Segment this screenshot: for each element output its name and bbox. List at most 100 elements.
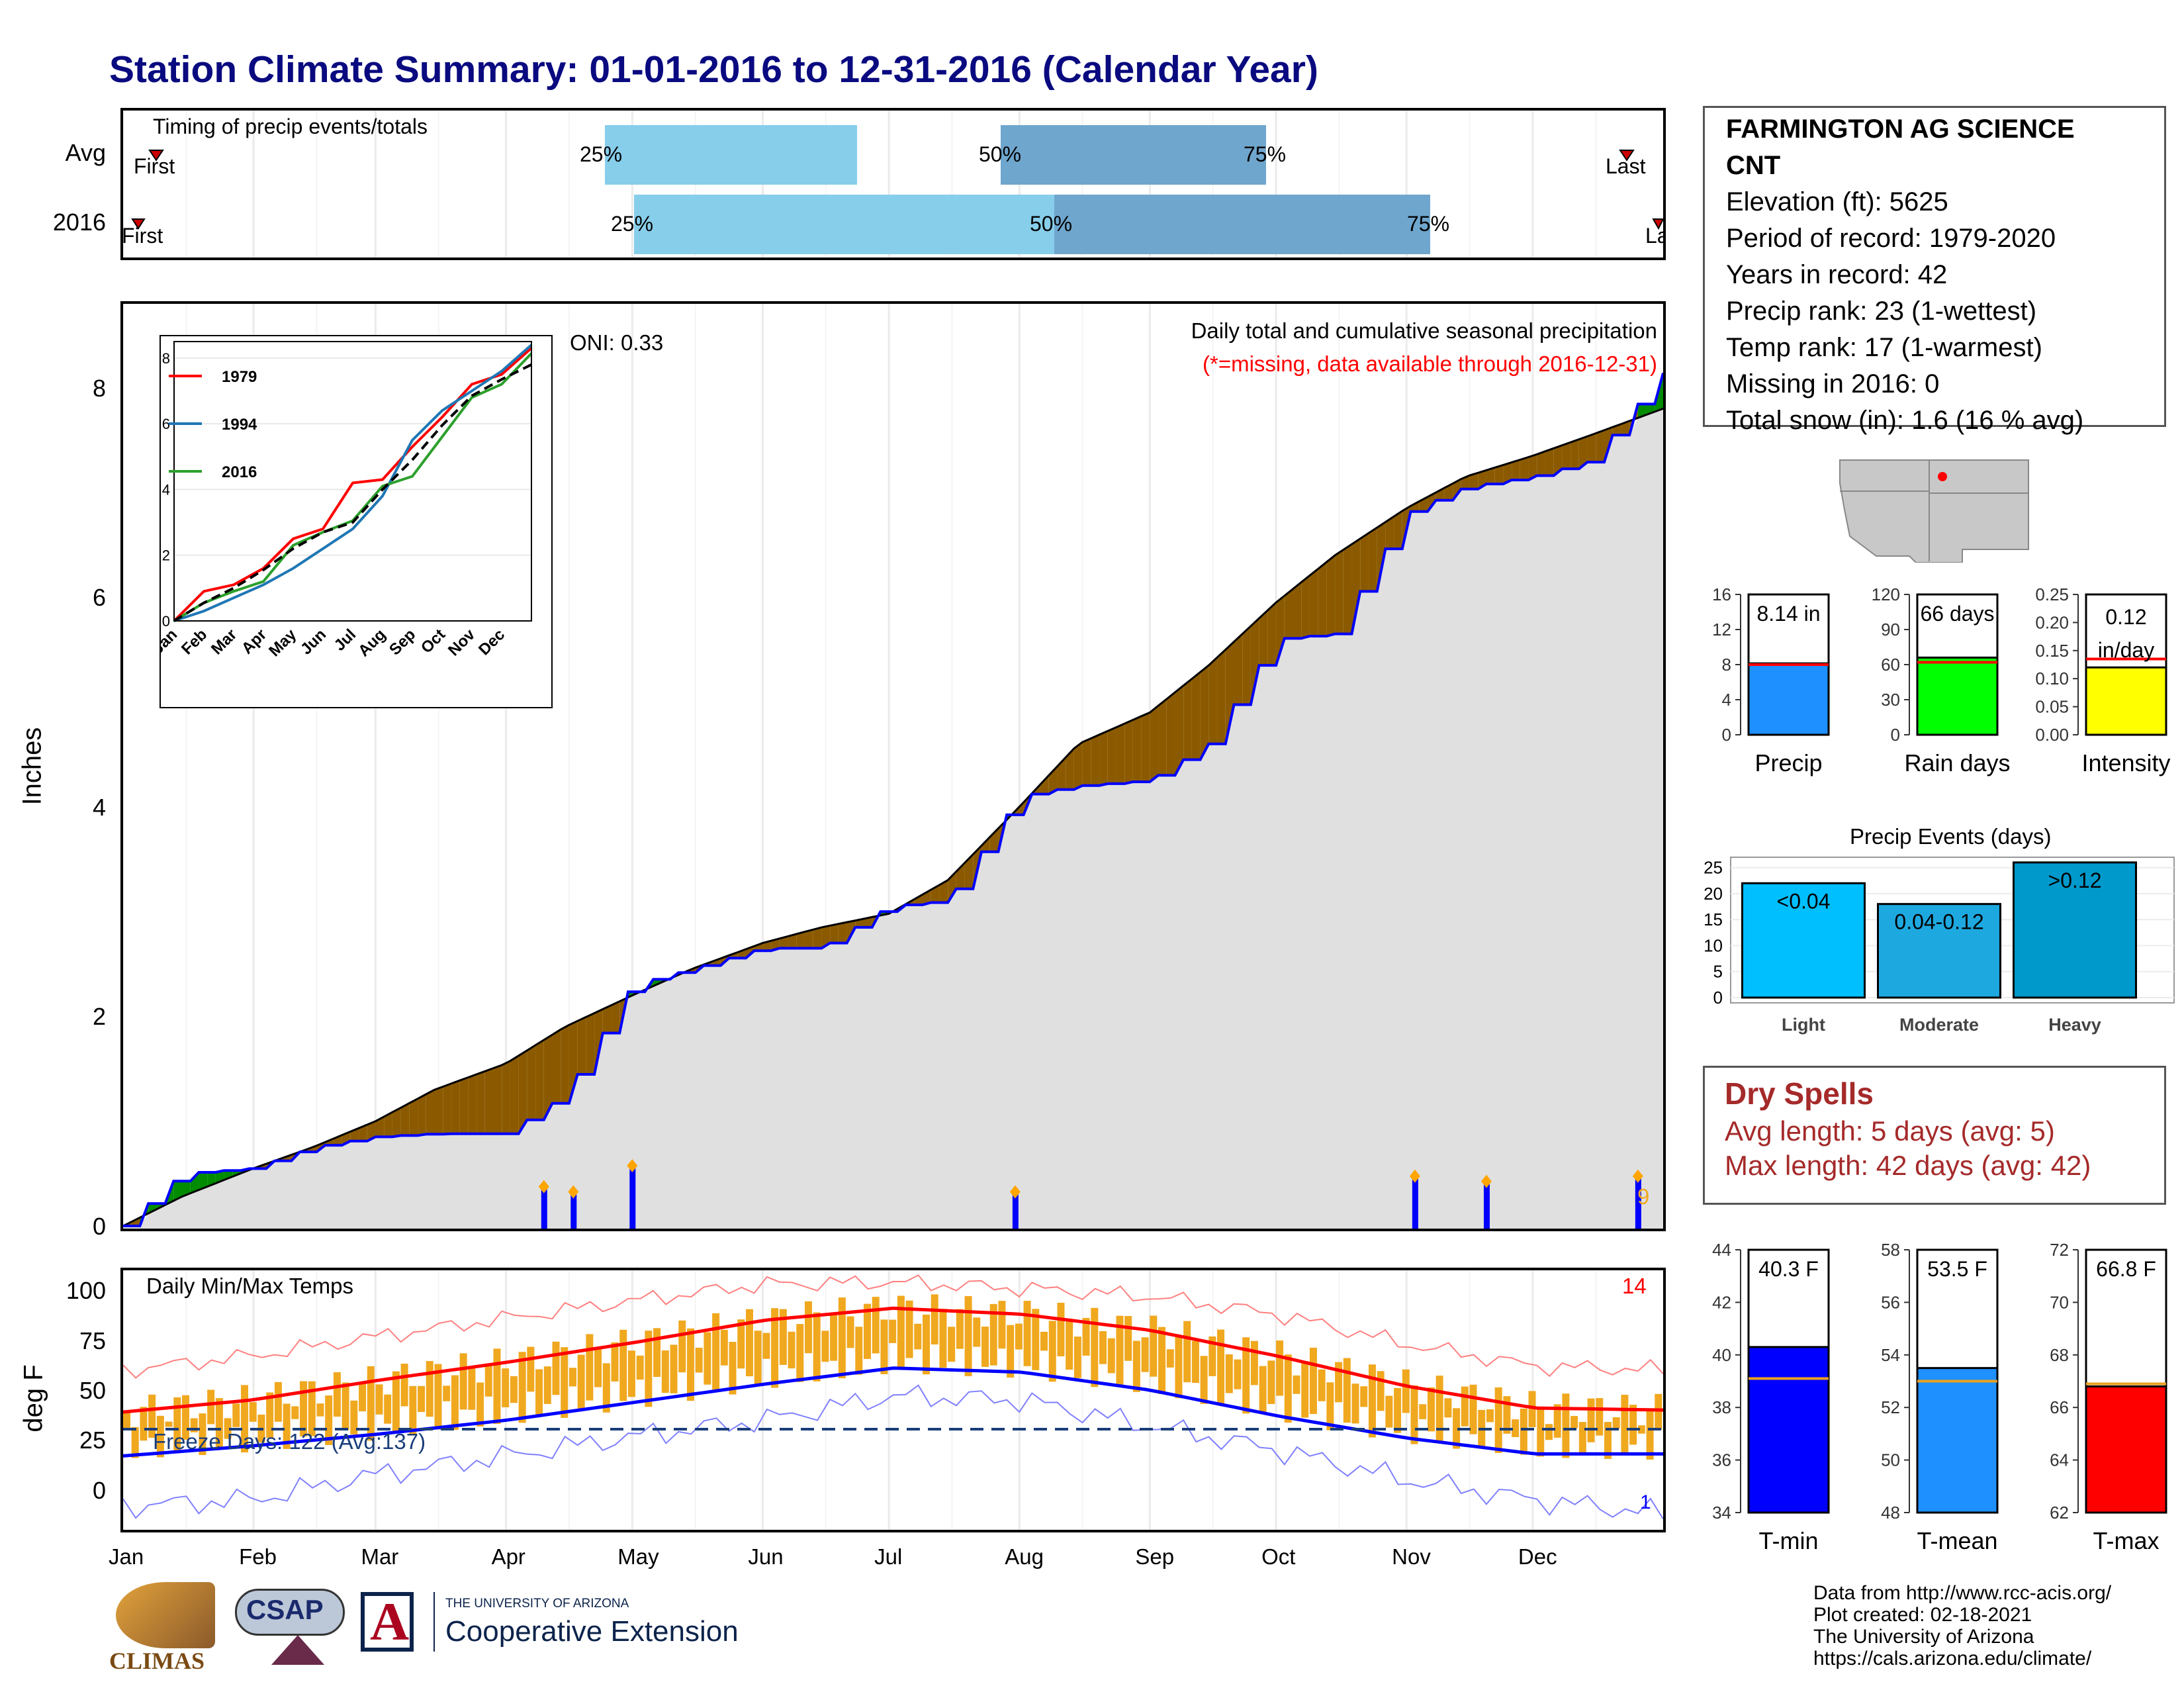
daily-temp-bar bbox=[1520, 1408, 1527, 1455]
surplus-area bbox=[199, 1172, 208, 1190]
deficit-area bbox=[375, 1116, 385, 1137]
deficit-area bbox=[1512, 459, 1520, 481]
daily-temp-bar bbox=[477, 1382, 484, 1427]
record-high-count: 14 bbox=[1622, 1274, 1647, 1298]
deficit-area bbox=[484, 1068, 494, 1134]
mini-bar-name: Rain days bbox=[1904, 749, 2010, 776]
ua-big-text: Cooperative Extension bbox=[445, 1615, 739, 1648]
daily-temp-bar bbox=[1107, 1338, 1115, 1374]
daily-temp-bar bbox=[1621, 1395, 1629, 1454]
footer-url: https://cals.arizona.edu/climate/ bbox=[1813, 1648, 2092, 1669]
daily-temp-bar bbox=[1629, 1405, 1637, 1445]
daily-temp-bar bbox=[1368, 1364, 1376, 1438]
precip-y-tick: 6 bbox=[92, 584, 106, 612]
inset-legend-label: 2016 bbox=[222, 463, 257, 481]
mini-y-tick-label: 38 bbox=[1712, 1397, 1731, 1417]
timing-avg-bar-dark bbox=[1001, 125, 1266, 185]
deficit-area bbox=[788, 934, 797, 949]
deficit-area bbox=[1091, 734, 1100, 786]
timing-avg-25: 25% bbox=[580, 142, 622, 166]
max-daily-label: 9 bbox=[1637, 1184, 1649, 1209]
daily-temp-bar bbox=[552, 1341, 560, 1395]
daily-temp-bar bbox=[215, 1398, 223, 1448]
daily-temp-bar bbox=[1141, 1337, 1149, 1372]
precip-ylabel: Inches bbox=[17, 727, 47, 806]
daily-temp-bar bbox=[283, 1403, 291, 1449]
month-tick-label: Jan bbox=[109, 1544, 144, 1569]
daily-temp-bar bbox=[1166, 1349, 1174, 1368]
timing-panel: Timing of precip events/totals 25% 50% 7… bbox=[120, 108, 1669, 260]
daily-temp-bar bbox=[855, 1327, 863, 1375]
events-y-tick: 15 bbox=[1704, 910, 1723, 929]
precip-svg: Daily total and cumulative seasonal prec… bbox=[122, 304, 1664, 1229]
month-tick-label: Jul bbox=[874, 1544, 903, 1569]
daily-precip-marker bbox=[1409, 1169, 1420, 1183]
deficit-area bbox=[1250, 618, 1259, 705]
daily-temp-bar bbox=[459, 1353, 467, 1410]
mini-y-tick-label: 42 bbox=[1712, 1292, 1731, 1312]
deficit-area bbox=[1351, 538, 1361, 634]
deficit-area bbox=[1225, 641, 1234, 744]
timing-2016-bar-dark bbox=[1054, 195, 1430, 254]
deficit-area bbox=[1099, 731, 1108, 786]
daily-temp-bar bbox=[1066, 1320, 1073, 1370]
mini-y-tick-label: 30 bbox=[1881, 690, 1900, 710]
station-years: Years in record: 42 bbox=[1726, 260, 1948, 289]
cumulative-2016-line bbox=[123, 372, 1664, 1227]
inset-legend-label: 1979 bbox=[222, 368, 257, 386]
daily-temp-bar bbox=[493, 1348, 501, 1425]
station-name-2: CNT bbox=[1726, 151, 1781, 180]
daily-temp-bar bbox=[173, 1397, 181, 1454]
deficit-area bbox=[939, 880, 948, 903]
deficit-area bbox=[863, 917, 872, 927]
deficit-area bbox=[1570, 439, 1579, 469]
daily-temp-bar bbox=[333, 1372, 341, 1417]
freeze-days-label: Freeze Days: 122 (Avg:137) bbox=[153, 1429, 426, 1454]
daily-temp-bar bbox=[678, 1320, 686, 1373]
daily-temp-bar bbox=[1208, 1336, 1216, 1376]
deficit-area bbox=[754, 943, 763, 951]
precip-events-title: Precip Events (days) bbox=[1850, 824, 2052, 849]
temp-panel: Daily Min/Max Temps Freeze Days: 122 (Av… bbox=[120, 1268, 1666, 1532]
deficit-area bbox=[459, 1077, 469, 1134]
surplus-area bbox=[224, 1170, 233, 1180]
daily-temp-bar bbox=[923, 1314, 931, 1375]
mini-bar-value-label: 66 days bbox=[1920, 602, 1994, 626]
daily-temp-bar bbox=[1360, 1386, 1368, 1407]
daily-temp-bar bbox=[1057, 1303, 1065, 1356]
events-x-label: Heavy bbox=[2048, 1015, 2101, 1035]
deficit-area bbox=[1309, 569, 1318, 637]
record-high-line bbox=[122, 1274, 1664, 1379]
ua-divider bbox=[433, 1592, 435, 1652]
daily-temp-bar bbox=[561, 1347, 569, 1418]
daily-temp-bar bbox=[1537, 1408, 1545, 1457]
temp-y-tick: 75 bbox=[79, 1327, 106, 1354]
daily-temp-bar bbox=[1469, 1384, 1477, 1434]
deficit-area bbox=[569, 1021, 578, 1103]
inset-line-1994 bbox=[173, 344, 533, 622]
tmean-chart: 48 50 52 54 56 58 53.5 F T-mean bbox=[1881, 1240, 1999, 1554]
daily-temp-bar bbox=[1587, 1398, 1595, 1442]
csap-cloud bbox=[235, 1589, 345, 1636]
mini-y-tick-label: 90 bbox=[1881, 620, 1900, 639]
daily-temp-bar bbox=[956, 1309, 964, 1349]
csap-logo: CSAP bbox=[232, 1582, 347, 1675]
daily-temp-bar bbox=[645, 1331, 653, 1407]
timing-2016-last: La bbox=[1645, 224, 1663, 248]
daily-temp-bar bbox=[1267, 1360, 1275, 1405]
daily-temp-bar bbox=[266, 1392, 274, 1438]
deficit-area bbox=[956, 863, 965, 889]
daily-temp-bar bbox=[1637, 1425, 1645, 1434]
mini-bar-value-label: 0.12 bbox=[2105, 605, 2146, 629]
mini-y-tick-label: 70 bbox=[2050, 1292, 2069, 1312]
station-name-1: FARMINGTON AG SCIENCE bbox=[1726, 115, 2075, 144]
timing-avg-last-marker bbox=[1619, 150, 1635, 162]
deficit-area bbox=[1234, 633, 1243, 705]
precip-y-tick: 0 bbox=[92, 1213, 106, 1240]
daily-temp-bar bbox=[1225, 1354, 1233, 1393]
mini-bar-name: Intensity bbox=[2081, 749, 2170, 776]
daily-temp-bar bbox=[1099, 1331, 1107, 1364]
daily-temp-bar bbox=[1394, 1387, 1402, 1433]
timing-avg-50: 50% bbox=[979, 142, 1021, 166]
